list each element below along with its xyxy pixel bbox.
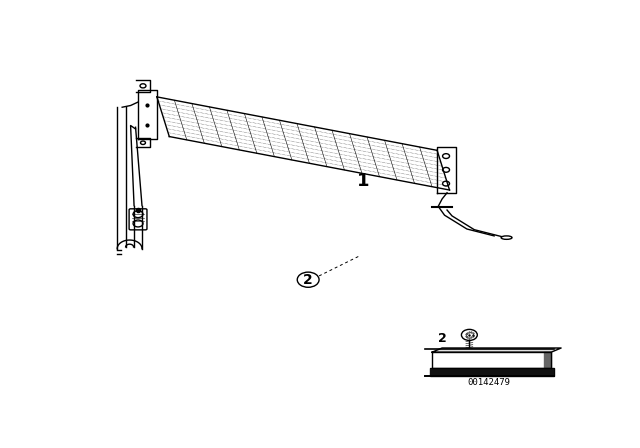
Polygon shape (544, 352, 551, 368)
Text: 1: 1 (356, 172, 369, 190)
Text: 00142479: 00142479 (468, 378, 511, 387)
FancyBboxPatch shape (129, 209, 147, 230)
Polygon shape (429, 368, 554, 375)
Text: 2: 2 (303, 273, 313, 287)
Text: 2: 2 (438, 332, 447, 345)
Polygon shape (432, 348, 561, 352)
